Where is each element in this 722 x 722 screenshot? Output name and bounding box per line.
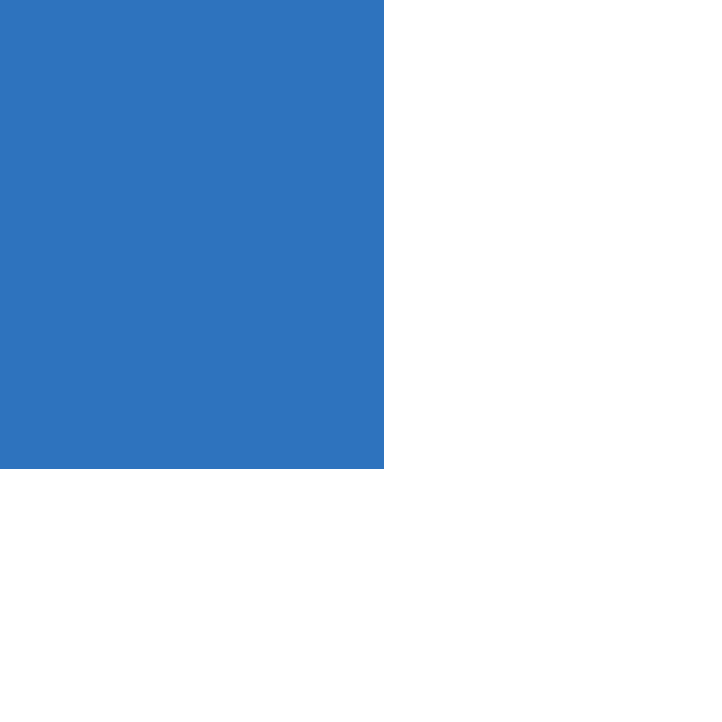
blue-rectangle	[0, 0, 384, 469]
